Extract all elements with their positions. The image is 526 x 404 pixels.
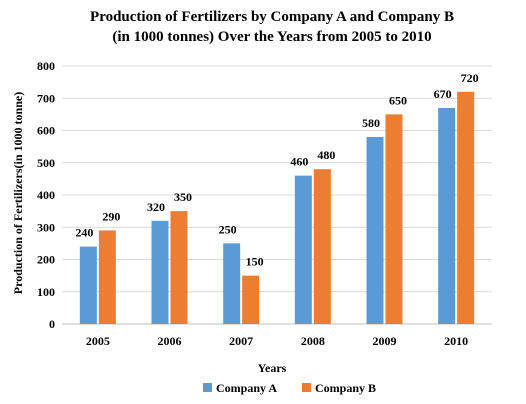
- bar-company-a: [151, 220, 169, 324]
- y-tick-label: 100: [37, 285, 55, 299]
- y-axis-ticks: 0 100 200 300 400 500 600 700 800: [37, 59, 55, 331]
- bar-company-b: [170, 211, 188, 324]
- x-tick-label: 2008: [301, 334, 325, 348]
- data-label: 350: [174, 190, 192, 204]
- x-tick-label: 2005: [86, 334, 110, 348]
- x-axis-label: Years: [258, 361, 287, 375]
- bar-company-a: [366, 136, 384, 324]
- x-axis-ticks: 2005 2006 2007 2008 2009 2010: [86, 334, 468, 348]
- data-label: 480: [317, 148, 335, 162]
- bar-company-a: [223, 243, 241, 324]
- x-tick-label: 2009: [373, 334, 397, 348]
- x-tick-label: 2007: [229, 334, 253, 348]
- y-tick-label: 700: [37, 91, 55, 105]
- bars: [79, 91, 475, 324]
- chart-title-line1: Production of Fertilizers by Company A a…: [90, 9, 454, 25]
- x-tick-label: 2006: [158, 334, 182, 348]
- data-label: 670: [434, 87, 452, 101]
- data-label: 290: [102, 209, 120, 223]
- bar-company-a: [79, 246, 97, 324]
- legend-swatch: [302, 383, 311, 392]
- bar-company-a: [438, 107, 456, 324]
- bar-company-a: [294, 175, 312, 324]
- bar-company-b: [313, 169, 331, 324]
- legend-swatch: [203, 383, 212, 392]
- data-label: 250: [219, 222, 237, 236]
- y-tick-label: 600: [37, 124, 55, 138]
- chart-title-line2: (in 1000 tonnes) Over the Years from 200…: [112, 29, 431, 45]
- data-label: 460: [290, 155, 308, 169]
- y-tick-label: 400: [37, 188, 55, 202]
- bar-company-b: [385, 114, 403, 324]
- y-tick-label: 200: [37, 253, 55, 267]
- x-tick-label: 2010: [444, 334, 468, 348]
- y-tick-label: 800: [37, 59, 55, 73]
- y-tick-label: 0: [49, 317, 55, 331]
- data-label: 650: [389, 93, 407, 107]
- data-label: 580: [362, 116, 380, 130]
- bar-company-b: [242, 275, 260, 324]
- data-label: 240: [75, 226, 93, 240]
- data-label: 720: [461, 71, 479, 85]
- bar-company-b: [98, 230, 116, 324]
- legend-label: Company A: [216, 381, 277, 395]
- y-tick-label: 500: [37, 156, 55, 170]
- legend-label: Company B: [315, 381, 376, 395]
- data-label: 320: [147, 200, 165, 214]
- data-labels: 240 290 320 350 250 150 460 480 580 650 670 720: [75, 71, 478, 269]
- y-axis-label: Production of Fertilizers(in 1000 tonne): [11, 92, 25, 294]
- gridlines: [62, 65, 492, 325]
- data-label: 150: [246, 255, 264, 269]
- legend: Company A Company B: [203, 381, 376, 395]
- y-tick-label: 300: [37, 220, 55, 234]
- bar-company-b: [457, 91, 475, 324]
